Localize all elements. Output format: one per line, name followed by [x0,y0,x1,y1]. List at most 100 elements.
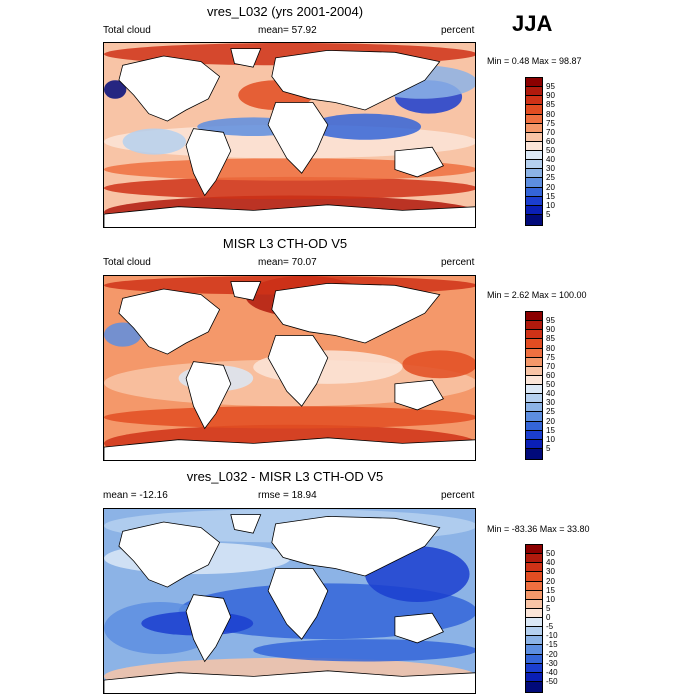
colorbar-box [525,365,543,378]
colorbar-box [525,320,543,332]
land-outline [394,146,444,178]
colorbar-box [525,617,543,629]
colorbar-tick-label: 90 [546,325,555,335]
land-outline [394,379,444,411]
panel-3-colorbar: 50 40 30 20 15 10 5 0 -5 -10 -15 -20 -30 -40 -50 [525,544,576,693]
panel-1-map [103,42,476,228]
colorbar-tick-label: 60 [546,370,555,380]
colorbar-box [525,140,543,153]
colorbar-box [525,635,543,647]
colorbar-box [525,393,543,405]
colorbar-box [525,411,543,423]
colorbar-box [525,571,543,583]
colorbar-tick-label: 25 [546,173,555,183]
colorbar-box [525,438,543,451]
colorbar-box [525,420,543,433]
colorbar-box [525,589,543,602]
land-outline [267,102,329,174]
colorbar-box [525,402,543,414]
colorbar-box [525,122,543,135]
colorbar-box [525,544,543,556]
colorbar-tick-label: 10 [546,594,555,604]
panel-3-units: percent [441,490,475,501]
colorbar-box [525,311,543,323]
panel-3-rmse: rmse = 18.94 [258,490,317,501]
colorbar-box [525,626,543,638]
colorbar-tick-label: 70 [546,127,555,137]
cloud-field-patch [253,639,475,662]
land-outline [118,288,221,355]
panel-3-left-label: mean = -12.16 [103,490,168,501]
colorbar-tick-label: 75 [546,118,555,128]
land-outline [104,437,475,460]
land-outline [230,514,262,534]
colorbar-box [525,374,543,387]
colorbar-tick-label: 5 [546,209,551,219]
cloud-field-patch [309,113,422,140]
colorbar-tick-label: 20 [546,416,555,426]
land-outline [271,49,441,111]
colorbar-tick-label: 15 [546,585,555,595]
colorbar-tick-label: 30 [546,567,555,577]
colorbar-box [525,553,543,565]
colorbar-box [525,113,543,126]
land-outline [185,128,232,197]
colorbar-tick-label: 95 [546,82,555,92]
land-outline [394,612,444,644]
colorbar-tick-label: 40 [546,155,555,165]
colorbar-box [525,644,543,656]
cloud-field-patch [104,406,475,429]
colorbar-tick-label: 20 [546,182,555,192]
colorbar-tick-label: 15 [546,191,555,201]
colorbar-box [525,204,543,217]
panel-3-minmax: Min = -83.36 Max = 33.80 [487,524,590,534]
colorbar-box [525,150,543,162]
colorbar-tick-label: -20 [546,649,558,659]
colorbar-tick-label: -30 [546,658,558,668]
colorbar-tick-label: 5 [546,603,551,613]
colorbar-tick-label: 40 [546,389,555,399]
colorbar-tick-label: -15 [546,640,558,650]
panel-2-colorbar: 95 90 85 80 75 70 60 50 40 30 25 20 15 10 5 [525,311,576,460]
panel-1-left-label: Total cloud [103,25,151,36]
colorbar-tick-label: 50 [546,380,555,389]
colorbar-tick-label: 10 [546,434,555,444]
colorbar-tick-label: 80 [546,343,555,353]
colorbar-box [525,429,543,442]
colorbar-tick-label: 90 [546,91,555,101]
land-outline [185,361,232,430]
panel-2-units: percent [441,257,475,268]
colorbar-tick-label: 85 [546,334,555,344]
colorbar-box [525,195,543,208]
cloud-field-patch [122,128,187,155]
colorbar-tick-label: 20 [546,576,555,586]
colorbar-box [525,177,543,189]
colorbar-tick-label: -50 [546,676,558,686]
land-outline [271,515,441,577]
colorbar-tick-label: 30 [546,164,555,174]
panel-1-map-svg [104,43,475,227]
colorbar-tick-label: 75 [546,352,555,362]
cloud-field-patch [402,350,475,379]
colorbar-box [525,95,543,107]
colorbar-tick-label: -5 [546,622,554,632]
land-outline [267,335,329,407]
colorbar-box [525,580,543,593]
colorbar-box [525,356,543,369]
panel-2-title: MISR L3 CTH-OD V5 [222,236,348,251]
colorbar-tick-label: 60 [546,136,555,146]
colorbar-tick-label: 5 [546,443,551,453]
colorbar-box [525,607,543,620]
panel-1-units: percent [441,25,475,36]
colorbar-tick-label: 95 [546,316,555,326]
panel-2-mean: mean= 70.07 [258,257,317,268]
colorbar-box [525,213,543,226]
land-outline [271,282,441,344]
colorbar-tick-label: 25 [546,407,555,417]
colorbar-box [525,680,543,693]
colorbar-box [525,168,543,180]
colorbar-box [525,671,543,684]
colorbar-box [525,86,543,98]
colorbar-tick-label: 50 [546,146,555,155]
colorbar-tick-label: -10 [546,631,558,641]
